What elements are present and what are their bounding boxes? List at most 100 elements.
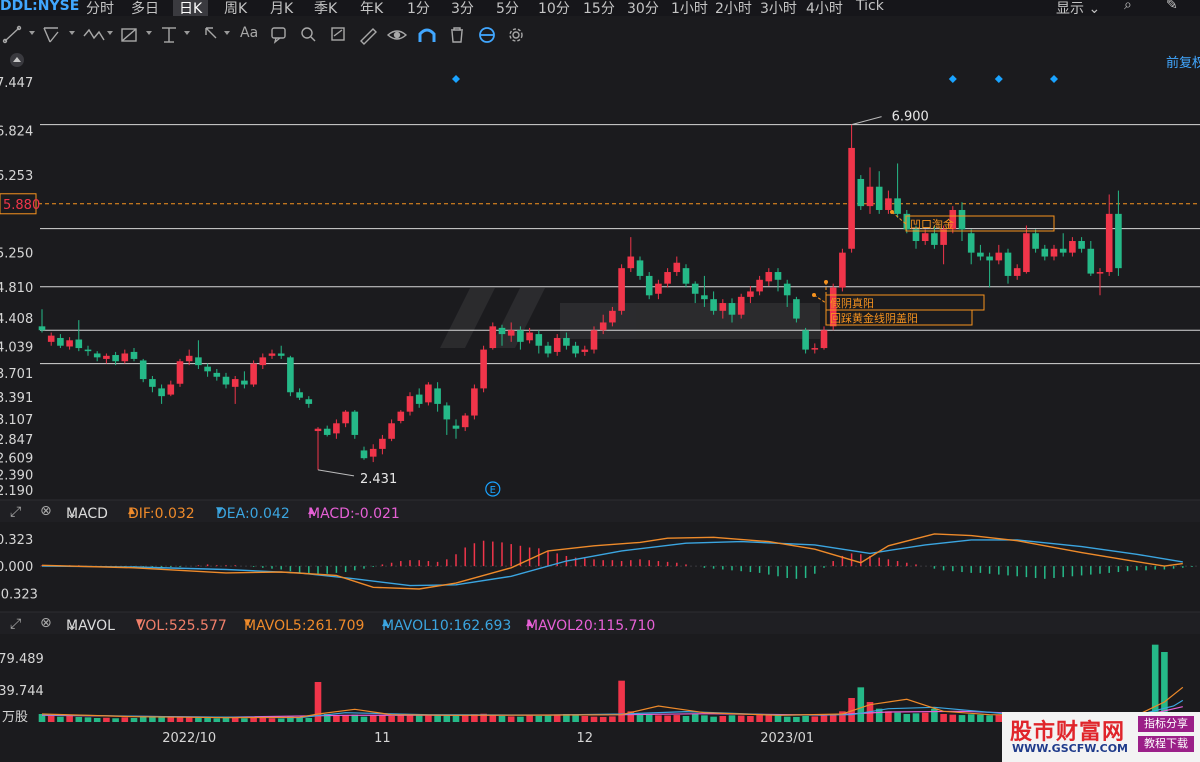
candle[interactable]: [719, 299, 727, 319]
candle[interactable]: [995, 244, 1003, 265]
candle[interactable]: [563, 332, 570, 350]
candle[interactable]: [802, 327, 809, 354]
candle[interactable]: [222, 372, 230, 389]
candle[interactable]: [986, 252, 993, 288]
chevron-down-icon[interactable]: [184, 31, 190, 35]
candle[interactable]: [1004, 248, 1012, 284]
brush-icon[interactable]: ✎: [1166, 0, 1178, 13]
tab-timeframe[interactable]: 15分: [583, 1, 615, 16]
candle[interactable]: [296, 388, 303, 401]
zoom-tool-icon[interactable]: [301, 27, 316, 42]
annotation-box[interactable]: 凹口淘金: [890, 210, 1055, 232]
magnet-icon[interactable]: [418, 28, 436, 42]
candle[interactable]: [1115, 190, 1122, 276]
earnings-badge[interactable]: [485, 481, 501, 497]
tab-timeframe[interactable]: 分时: [86, 1, 114, 16]
candle[interactable]: [783, 279, 791, 307]
candle[interactable]: [682, 264, 690, 288]
candle[interactable]: [691, 281, 699, 304]
tab-timeframe[interactable]: 1小时: [671, 1, 708, 16]
candle[interactable]: [434, 382, 441, 412]
candle[interactable]: [167, 380, 175, 397]
candle[interactable]: [176, 358, 184, 387]
eye-icon[interactable]: [386, 30, 408, 40]
candle[interactable]: [57, 334, 64, 349]
candle[interactable]: [287, 355, 294, 397]
magnet-settings-icon[interactable]: [331, 27, 345, 41]
tab-timeframe[interactable]: 季K: [314, 1, 338, 16]
candle[interactable]: [507, 322, 515, 342]
candle[interactable]: [1032, 229, 1039, 253]
candle[interactable]: [774, 268, 782, 292]
candle[interactable]: [415, 388, 423, 408]
candle[interactable]: [369, 444, 377, 463]
candle[interactable]: [406, 392, 414, 416]
candle[interactable]: [139, 358, 147, 383]
tab-timeframe[interactable]: 2小时: [715, 1, 752, 16]
candle[interactable]: [130, 348, 138, 362]
candle[interactable]: [609, 306, 616, 327]
candle[interactable]: [425, 382, 432, 406]
expand-icon[interactable]: ⤢: [10, 504, 22, 520]
tab-timeframe[interactable]: 日K: [173, 0, 209, 16]
chevron-down-icon[interactable]: [224, 31, 230, 35]
tab-timeframe[interactable]: 3小时: [760, 1, 797, 16]
candle[interactable]: [701, 275, 708, 307]
candle[interactable]: [747, 286, 754, 304]
expand-icon[interactable]: ⤢: [10, 616, 22, 632]
candle[interactable]: [305, 396, 313, 408]
candle[interactable]: [480, 345, 487, 393]
candle[interactable]: [829, 283, 837, 331]
trash-icon[interactable]: [451, 27, 463, 43]
ticker-symbol[interactable]: DDL:NYSE: [0, 0, 80, 14]
candle[interactable]: [885, 190, 892, 214]
candle[interactable]: [728, 298, 736, 323]
fib-tool-icon[interactable]: [43, 27, 59, 43]
tab-timeframe[interactable]: 多日: [131, 1, 159, 16]
event-diamond-icon[interactable]: [994, 75, 1003, 83]
candle[interactable]: [333, 419, 340, 439]
candle[interactable]: [517, 326, 524, 350]
candle[interactable]: [535, 330, 543, 354]
candle[interactable]: [231, 375, 239, 404]
tab-timeframe[interactable]: 月K: [270, 1, 294, 16]
candle[interactable]: [958, 202, 966, 242]
candle[interactable]: [572, 341, 579, 358]
search-icon[interactable]: ⌕: [1124, 0, 1132, 13]
candle[interactable]: [1078, 237, 1085, 253]
candle[interactable]: [66, 337, 73, 350]
candle[interactable]: [599, 314, 607, 335]
candle[interactable]: [977, 244, 984, 261]
candle[interactable]: [756, 275, 763, 296]
candle[interactable]: [912, 225, 920, 249]
candle[interactable]: [590, 326, 598, 354]
line-draw-icon[interactable]: [2, 25, 22, 44]
candle[interactable]: [277, 345, 285, 359]
close-icon[interactable]: ⊗: [40, 503, 52, 519]
candle[interactable]: [645, 272, 653, 300]
candle[interactable]: [553, 334, 561, 356]
pattern-tool-icon[interactable]: [121, 28, 137, 42]
chevron-down-icon[interactable]: [146, 31, 152, 35]
candle[interactable]: [710, 291, 717, 315]
candle[interactable]: [360, 446, 368, 460]
event-diamond-icon[interactable]: [948, 75, 957, 83]
candle[interactable]: [259, 353, 267, 369]
candle[interactable]: [452, 419, 460, 439]
candle[interactable]: [342, 410, 349, 428]
candle[interactable]: [921, 229, 929, 245]
candle[interactable]: [498, 324, 506, 346]
close-icon[interactable]: ⊗: [40, 615, 52, 631]
candle[interactable]: [195, 340, 202, 369]
candle[interactable]: [931, 225, 938, 249]
display-menu[interactable]: 显示 ⌄: [1056, 1, 1101, 16]
candle[interactable]: [185, 349, 193, 366]
candle[interactable]: [618, 264, 625, 315]
candle[interactable]: [627, 237, 635, 273]
candle[interactable]: [489, 322, 497, 350]
chevron-down-icon[interactable]: [69, 31, 75, 35]
candle[interactable]: [1096, 268, 1104, 296]
candle[interactable]: [351, 410, 359, 439]
candle[interactable]: [848, 124, 855, 253]
